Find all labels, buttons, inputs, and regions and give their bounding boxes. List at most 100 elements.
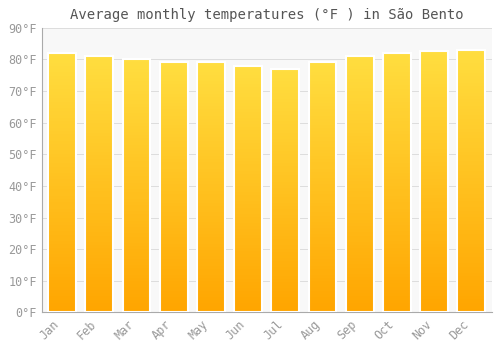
Bar (420, 189, 448, 192)
Bar (346, 300, 374, 303)
Bar (346, 242, 374, 245)
Bar (86, 287, 114, 290)
Bar (160, 112, 188, 116)
Bar (272, 230, 299, 233)
Bar (234, 257, 262, 260)
Bar (48, 60, 76, 63)
Bar (122, 119, 150, 122)
Bar (122, 82, 150, 85)
Bar (160, 284, 188, 287)
Bar (308, 78, 336, 81)
Bar (234, 189, 262, 192)
Bar (346, 143, 374, 146)
Bar (160, 109, 188, 112)
Bar (272, 142, 299, 145)
Bar (160, 228, 188, 231)
Bar (383, 108, 411, 111)
Bar (420, 149, 448, 153)
Bar (234, 109, 262, 112)
Bar (234, 260, 262, 263)
Bar (383, 144, 411, 147)
Bar (48, 128, 76, 131)
Bar (48, 144, 76, 147)
Bar (308, 219, 336, 222)
Bar (272, 294, 299, 297)
Bar (346, 236, 374, 239)
Bar (86, 69, 114, 72)
Bar (122, 243, 150, 246)
Bar (308, 231, 336, 235)
Bar (122, 85, 150, 88)
Bar (197, 97, 225, 100)
Bar (197, 81, 225, 84)
Bar (86, 300, 114, 303)
Bar (346, 261, 374, 265)
Bar (234, 186, 262, 189)
Bar (122, 300, 150, 303)
Bar (420, 218, 448, 221)
Bar (458, 63, 485, 66)
Bar (420, 185, 448, 189)
Bar (420, 179, 448, 182)
Bar (272, 267, 299, 270)
Bar (308, 256, 336, 259)
Bar (420, 172, 448, 175)
Bar (420, 264, 448, 267)
Bar (458, 145, 485, 148)
Bar (383, 267, 411, 270)
Bar (420, 234, 448, 237)
Bar (122, 205, 150, 208)
Bar (234, 100, 262, 103)
Bar (86, 98, 114, 101)
Bar (308, 181, 336, 184)
Bar (420, 162, 448, 166)
Bar (234, 245, 262, 248)
Bar (346, 107, 374, 111)
Bar (420, 296, 448, 300)
Bar (420, 237, 448, 241)
Bar (197, 203, 225, 206)
Bar (197, 262, 225, 266)
Bar (383, 189, 411, 193)
Bar (346, 66, 374, 69)
Bar (458, 208, 485, 211)
Bar (48, 141, 76, 144)
Bar (48, 124, 76, 128)
Bar (122, 135, 150, 139)
Bar (122, 208, 150, 211)
Bar (458, 299, 485, 303)
Bar (122, 215, 150, 218)
Bar (122, 91, 150, 94)
Bar (160, 188, 188, 191)
Bar (346, 63, 374, 66)
Bar (308, 284, 336, 287)
Bar (122, 126, 150, 129)
Bar (272, 166, 299, 169)
Bar (234, 263, 262, 266)
Bar (160, 253, 188, 256)
Bar (383, 72, 411, 76)
Bar (346, 104, 374, 107)
Bar (160, 297, 188, 300)
Bar (234, 223, 262, 226)
Bar (420, 113, 448, 117)
Bar (308, 262, 336, 266)
Bar (86, 296, 114, 300)
Bar (458, 214, 485, 217)
Bar (48, 76, 76, 79)
Bar (197, 297, 225, 300)
Bar (346, 239, 374, 242)
Bar (383, 254, 411, 257)
Bar (272, 306, 299, 309)
Bar (420, 136, 448, 140)
Bar (86, 181, 114, 184)
Bar (122, 116, 150, 119)
Bar (160, 144, 188, 147)
Bar (197, 65, 225, 69)
Bar (308, 191, 336, 194)
Bar (197, 125, 225, 128)
Bar (308, 91, 336, 94)
Bar (48, 170, 76, 173)
Bar (346, 265, 374, 268)
Bar (48, 105, 76, 108)
